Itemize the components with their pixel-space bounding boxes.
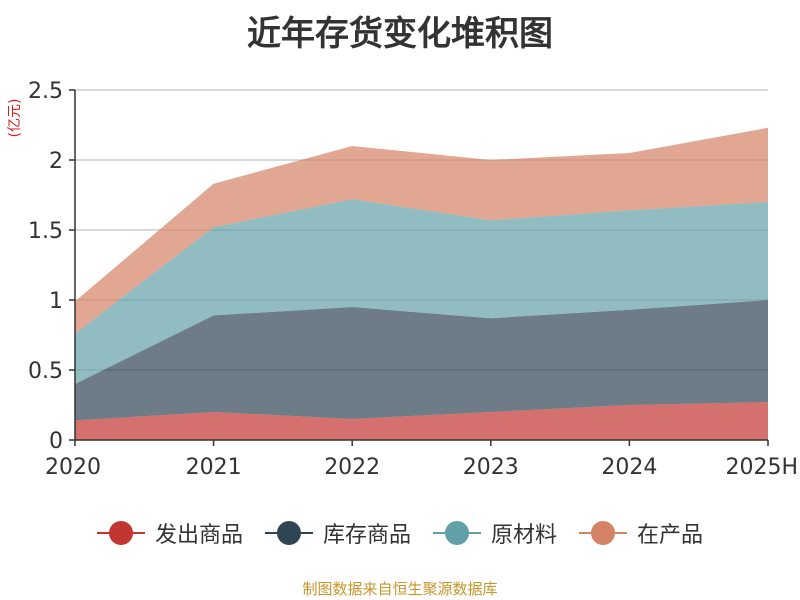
legend-item-0[interactable]: 发出商品 — [96, 517, 243, 549]
legend-item-1[interactable]: 库存商品 — [264, 517, 411, 549]
x-tick-label-4: 2024 — [601, 455, 657, 480]
x-tick-label-0: 2020 — [45, 455, 101, 480]
legend-item-2[interactable]: 原材料 — [433, 517, 557, 549]
legend-item-3[interactable]: 在产品 — [579, 517, 703, 549]
legend-label-0: 发出商品 — [154, 523, 243, 548]
area-series — [75, 127, 768, 440]
area-series-1[interactable] — [75, 300, 768, 421]
y-tick-label-0: 0 — [49, 429, 63, 454]
y-tick-label-2: 1 — [49, 289, 63, 314]
legend-label-2: 原材料 — [491, 523, 558, 548]
chart-title: 近年存货变化堆积图 — [247, 14, 553, 54]
area-series-2[interactable] — [75, 199, 768, 384]
legend-swatch-1 — [264, 519, 313, 547]
legend: 发出商品 库存商品 原材料 在产品 — [0, 517, 800, 549]
x-tick-label-3: 2023 — [463, 455, 519, 480]
x-tick-label-2: 2022 — [324, 455, 380, 480]
legend-swatch-2 — [433, 519, 481, 547]
x-tick-label-5: 2025H — [725, 455, 798, 480]
y-tick-label-5: 2.5 — [28, 79, 63, 104]
area-series-0[interactable] — [75, 402, 768, 440]
x-tick-label-1: 2021 — [186, 455, 242, 480]
legend-swatch-3 — [579, 519, 628, 547]
area-series-3[interactable] — [75, 127, 768, 334]
axes: 0 0.5 1 1.5 2 2.5 2020 2021 2022 2023 2024 2025H — [28, 79, 798, 480]
legend-swatch-0 — [96, 519, 145, 547]
y-tick-label-3: 1.5 — [28, 219, 63, 244]
legend-label-3: 在产品 — [637, 523, 704, 548]
y-tick-label-1: 0.5 — [28, 359, 63, 384]
legend-label-1: 库存商品 — [322, 523, 411, 548]
source-note: 制图数据来自恒生聚源数据库 — [302, 580, 498, 598]
y-tick-label-4: 2 — [49, 149, 63, 174]
